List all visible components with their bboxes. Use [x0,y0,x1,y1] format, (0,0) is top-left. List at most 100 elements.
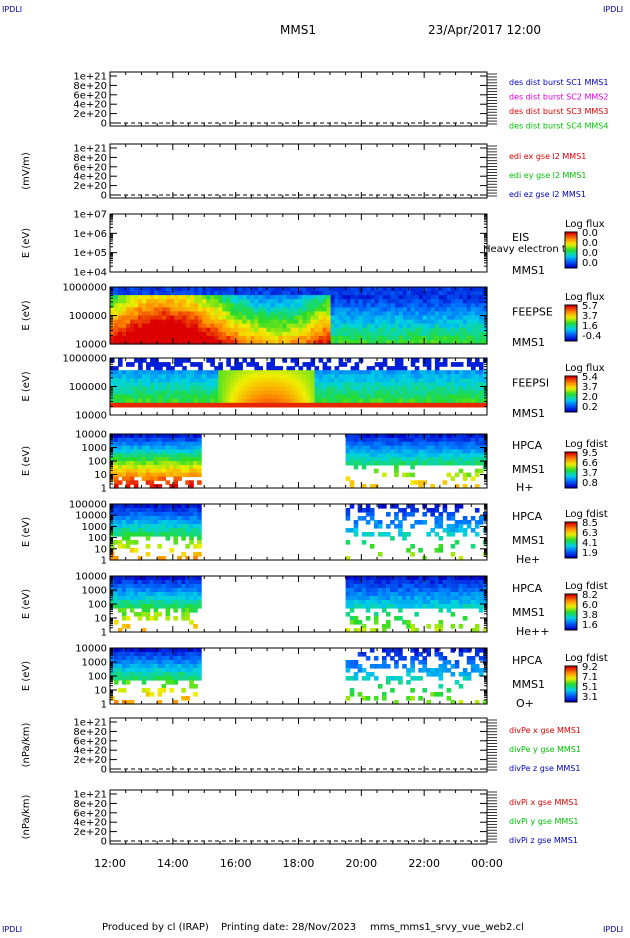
spectrogram-cell [423,316,428,321]
spectrogram-cell [386,449,391,454]
spectrogram-cell [134,374,139,379]
spectrogram-cell [210,336,215,341]
spectrogram-cell [418,596,423,601]
spectrogram-cell [126,524,131,529]
spectrogram-cell [331,287,336,292]
spectrogram-cell [295,399,300,404]
spectrogram-cell [206,295,211,300]
spectrogram-cell [142,307,147,312]
spectrogram-cell [374,469,379,474]
spectrogram-cell [150,457,155,462]
spectrogram-cell [443,442,448,447]
spectrogram-cell [114,370,119,375]
spectrogram-cell [407,370,412,375]
spectrogram-cell [138,664,143,669]
spectrogram-cell [451,516,456,521]
spectrogram-cell [246,295,251,300]
spectrogram-cell [166,370,171,375]
spectrogram-cell [130,362,135,367]
spectrogram-cell [222,295,227,300]
spectrogram-cell [210,362,215,367]
spectrogram-cell [351,332,356,337]
spectrogram-cell [350,584,355,589]
spectrogram-cell [443,457,448,462]
spectrogram-cell [346,604,351,609]
spectrogram-cell [114,291,119,296]
spectrogram-cell [238,395,243,400]
spectrogram-cell [399,395,404,400]
spectrogram-cell [386,612,391,617]
spectrogram-cell [359,370,364,375]
spectrogram-cell [198,387,203,392]
spectrogram-cell [258,287,263,292]
spectrogram-cell [118,512,123,517]
spectrogram-cell [254,328,259,333]
spectrogram-cell [395,358,400,363]
spectrogram-cell [459,580,464,585]
spectrogram-cell [114,328,119,333]
spectrogram-cell [398,449,403,454]
spectrogram-cell [126,461,131,466]
spectrogram-cell [374,576,379,581]
spectrogram-cell [287,370,292,375]
spectrogram-cell [142,449,147,454]
spectrogram-cell [198,303,203,308]
spectrogram-cell [270,362,275,367]
spectrogram-cell [347,291,352,296]
spectrogram-cell [447,382,452,387]
spectrogram-cell [475,336,480,341]
spectrogram-cell [122,307,127,312]
spectrogram-cell [435,592,440,597]
spectrogram-cell [382,449,387,454]
spectrogram-cell [150,469,155,474]
spectrogram-cell [403,378,408,383]
spectrogram-cell [182,307,187,312]
spectrogram-cell [407,311,412,316]
spectrogram-cell [435,316,440,321]
spectrogram-cell [307,391,312,396]
spectrogram-cell [418,461,423,466]
spectrogram-cell [399,320,404,325]
spectrogram-cell [463,291,468,296]
spectrogram-cell [471,303,476,308]
spectrogram-cell [138,652,143,657]
spectrogram-cell [459,457,464,462]
spectrogram-cell [394,576,399,581]
spectrogram-cell [142,358,147,363]
spectrogram-cell [431,387,436,392]
spectrogram-cell [427,378,432,383]
spectrogram-cell [374,520,379,525]
spectrogram-cell [177,449,182,454]
spectrogram-cell [197,449,202,454]
spectrogram-cell [110,378,115,383]
spectrogram-cell [455,395,460,400]
spectrogram-cell [226,299,231,304]
spectrogram-cell [439,600,444,605]
spectrogram-cell [354,596,359,601]
spectrogram-cell [126,442,131,447]
spectrogram-cell [459,295,464,300]
spectrogram-cell [443,291,448,296]
spectrogram-cell [439,516,444,521]
spectrogram-cell [138,324,143,329]
spectrogram-cell [214,391,219,396]
spectrogram-cell [402,461,407,466]
spectrogram-cell [154,382,159,387]
spectrogram-cell [162,524,167,529]
spectrogram-cell [435,324,440,329]
spectrogram-cell [138,362,143,367]
spectrogram-cell [319,391,324,396]
spectrogram-cell [222,374,227,379]
spectrogram-cell [430,576,435,581]
spectrogram-cell [475,316,480,321]
spectrogram-cell [198,391,203,396]
spectrogram-cell [189,508,194,513]
spectrogram-cell [463,576,468,581]
spectrogram-cell [118,580,123,585]
spectrogram-cell [359,307,364,312]
spectrogram-cell [130,600,135,605]
spectrogram-cell [234,403,239,408]
spectrogram-cell [407,320,412,325]
spectrogram-cell [254,316,259,321]
spectrogram-cell [411,399,416,404]
